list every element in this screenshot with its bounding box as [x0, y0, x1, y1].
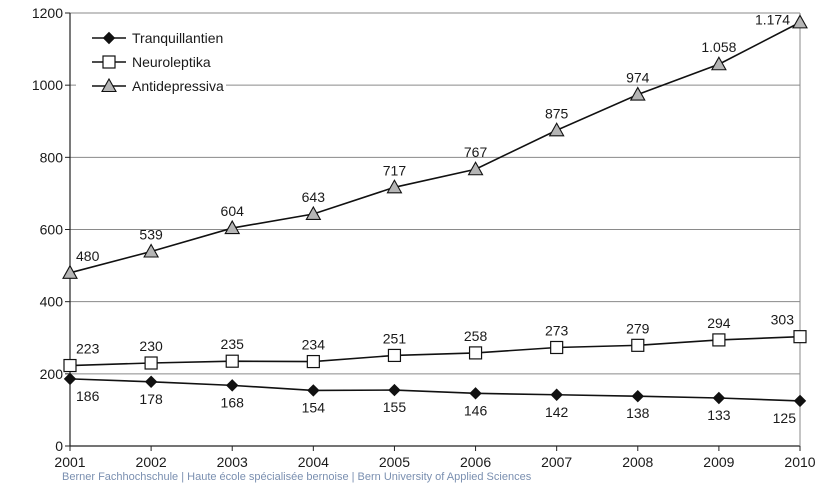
data-label-tranquillantien: 133	[707, 407, 731, 423]
data-label-antidepressiva: 643	[302, 189, 326, 205]
y-tick-label: 1200	[32, 5, 63, 21]
data-label-antidepressiva: 539	[139, 227, 163, 243]
legend-marker-tranquillantien	[102, 31, 116, 45]
data-point-antidepressiva	[62, 264, 78, 279]
data-label-neuroleptika: 223	[76, 341, 100, 357]
y-tick-label: 600	[40, 222, 64, 238]
data-label-tranquillantien: 178	[139, 391, 163, 407]
footer-text: Berner Fachhochschule | Haute école spéc…	[62, 471, 532, 483]
data-label-neuroleptika: 235	[221, 336, 245, 352]
legend-label-neuroleptika: Neuroleptika	[132, 54, 211, 70]
series-group	[62, 14, 808, 408]
y-tick-label: 200	[40, 366, 64, 382]
data-point-antidepressiva	[143, 243, 160, 258]
data-point-tranquillantien	[631, 389, 644, 403]
data-label-antidepressiva: 604	[221, 203, 245, 219]
x-tick-label: 2006	[460, 454, 491, 470]
data-label-neuroleptika: 230	[139, 338, 163, 354]
legend-marker-antidepressiva	[101, 77, 117, 93]
data-label-tranquillantien: 168	[221, 394, 245, 410]
data-label-antidepressiva: 717	[383, 162, 407, 178]
data-point-neuroleptika	[550, 340, 564, 355]
data-label-antidepressiva: 1.174	[755, 11, 790, 27]
data-label-neuroleptika: 251	[383, 330, 407, 346]
data-label-antidepressiva: 480	[76, 248, 100, 264]
data-point-antidepressiva	[629, 86, 646, 101]
data-label-tranquillantien: 125	[773, 410, 797, 426]
x-tick-label: 2010	[784, 454, 815, 470]
legend: Tranquillantien Neuroleptika Antidepressiv…	[76, 18, 226, 106]
x-tick-label: 2009	[703, 454, 734, 470]
data-point-tranquillantien	[63, 372, 77, 386]
data-point-tranquillantien	[226, 379, 239, 392]
data-point-tranquillantien	[712, 391, 726, 405]
y-tick-label: 0	[55, 438, 63, 454]
data-point-neuroleptika	[712, 333, 726, 347]
x-axis-ticks: 2001 2002 2003 2004 2005 2006 2007 2008 2009 2010	[54, 446, 816, 470]
series-line-neuroleptika	[69, 335, 801, 367]
data-labels: 186 178 168 154 155 146 142 138 133 125 223 230 235 2…	[76, 11, 796, 426]
data-label-neuroleptika: 303	[771, 312, 795, 328]
x-tick-label: 2004	[298, 454, 329, 470]
data-label-neuroleptika: 273	[545, 322, 569, 338]
x-tick-label: 2008	[622, 454, 653, 470]
data-label-tranquillantien: 155	[383, 399, 407, 415]
data-point-tranquillantien	[388, 383, 401, 397]
series-line-tranquillantien	[69, 378, 801, 402]
data-label-antidepressiva: 974	[626, 70, 650, 86]
data-point-neuroleptika	[144, 356, 158, 370]
data-label-tranquillantien: 142	[545, 404, 569, 420]
data-point-neuroleptika	[387, 348, 402, 363]
x-tick-label: 2007	[541, 454, 572, 470]
data-label-antidepressiva: 875	[545, 105, 569, 121]
data-point-antidepressiva	[548, 122, 565, 137]
data-point-antidepressiva	[386, 179, 403, 194]
data-point-tranquillantien	[144, 375, 158, 388]
data-point-tranquillantien	[793, 394, 807, 408]
data-label-neuroleptika: 234	[302, 337, 326, 353]
data-point-neuroleptika	[631, 338, 645, 352]
data-point-antidepressiva	[710, 56, 727, 71]
x-tick-label: 2001	[54, 454, 85, 470]
data-point-tranquillantien	[307, 384, 320, 397]
data-label-tranquillantien: 146	[464, 402, 488, 418]
data-label-neuroleptika: 279	[626, 320, 650, 336]
data-label-neuroleptika: 258	[464, 328, 488, 344]
y-axis-ticks: 0 200 400 600 800 1000 1200	[32, 5, 70, 454]
data-point-antidepressiva	[792, 14, 808, 29]
y-tick-label: 400	[40, 294, 64, 310]
data-label-tranquillantien: 186	[76, 388, 100, 404]
data-point-tranquillantien	[550, 388, 563, 401]
legend-label-tranquillantien: Tranquillantien	[132, 30, 223, 46]
data-point-tranquillantien	[469, 387, 482, 400]
data-label-tranquillantien: 138	[626, 405, 650, 421]
x-tick-label: 2003	[217, 454, 248, 470]
data-point-neuroleptika	[468, 346, 483, 360]
series-line-antidepressiva	[69, 21, 801, 274]
data-label-neuroleptika: 294	[707, 315, 731, 331]
data-label-tranquillantien: 154	[302, 399, 326, 415]
legend-label-antidepressiva: Antidepressiva	[132, 78, 224, 94]
x-tick-label: 2005	[379, 454, 410, 470]
data-label-antidepressiva: 767	[464, 144, 488, 160]
data-point-neuroleptika	[793, 330, 807, 344]
data-label-antidepressiva: 1.058	[701, 39, 736, 55]
legend-marker-neuroleptika	[102, 55, 116, 69]
data-point-antidepressiva	[305, 205, 322, 221]
x-tick-label: 2002	[136, 454, 167, 470]
data-point-antidepressiva	[467, 161, 484, 176]
data-point-neuroleptika	[63, 358, 77, 373]
y-tick-label: 800	[40, 149, 64, 165]
data-point-antidepressiva	[224, 219, 241, 235]
y-tick-label: 1000	[32, 77, 63, 93]
data-point-neuroleptika	[225, 354, 239, 368]
data-point-neuroleptika	[306, 354, 320, 369]
